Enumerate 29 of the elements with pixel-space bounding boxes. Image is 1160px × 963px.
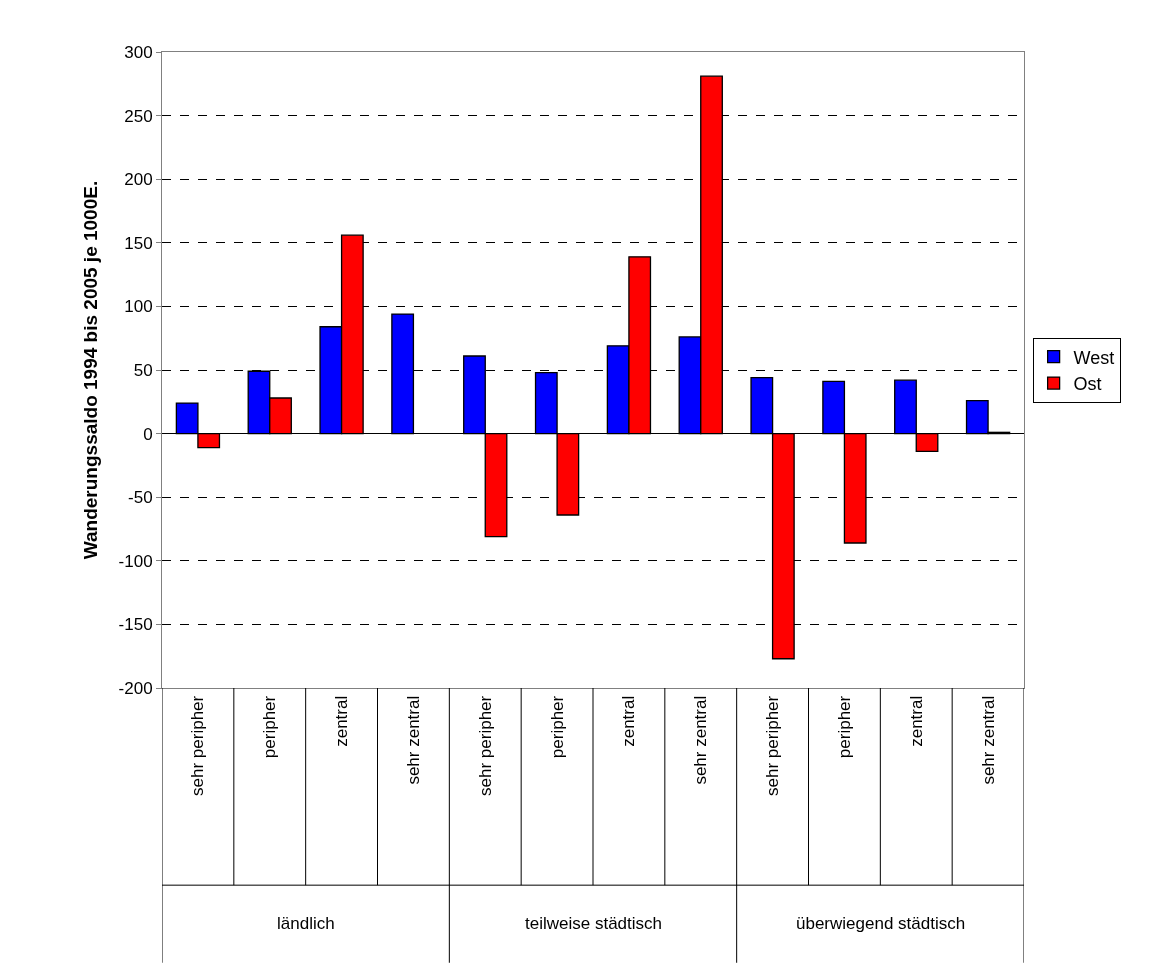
y-tick-label: 0 <box>143 424 153 444</box>
text: teilweise städtisch <box>525 914 663 933</box>
y-tick-label: -100 <box>118 551 153 571</box>
y-tick-label: -150 <box>118 615 153 635</box>
x-tick-label: peripher <box>547 695 567 759</box>
x-tick-label: peripher <box>834 695 854 759</box>
x-tick-label: sehr peripher <box>475 695 495 796</box>
x-tick-label: zentral <box>619 695 639 747</box>
x-tick-label: sehr zentral <box>403 695 423 785</box>
y-tick-label: 50 <box>133 360 153 380</box>
y-tick-label: 250 <box>124 106 153 126</box>
legend-label: Ost <box>1073 374 1102 395</box>
y-tick-label: 200 <box>124 170 153 190</box>
text: überwiegend städtisch <box>796 914 966 933</box>
y-tick-label: 100 <box>124 297 153 317</box>
y-tick-label: 150 <box>124 233 153 253</box>
x-tick-label: sehr peripher <box>763 695 783 796</box>
y-tick-label: 300 <box>124 42 153 62</box>
x-tick-label: peripher <box>260 695 280 759</box>
y-axis-title: Wanderungssaldo 1994 bis 2005 je 1000E. <box>80 180 102 560</box>
x-tick-label: sehr zentral <box>691 695 711 785</box>
y-tick-label: -50 <box>128 488 153 508</box>
x-tick-label: sehr zentral <box>978 695 998 785</box>
y-tick-label: -200 <box>118 678 153 698</box>
x-tick-label: zentral <box>332 695 352 747</box>
text: ländlich <box>277 914 335 933</box>
legend-label: West <box>1073 347 1115 368</box>
x-tick-label: sehr peripher <box>188 695 208 796</box>
x-tick-label: zentral <box>906 695 926 747</box>
